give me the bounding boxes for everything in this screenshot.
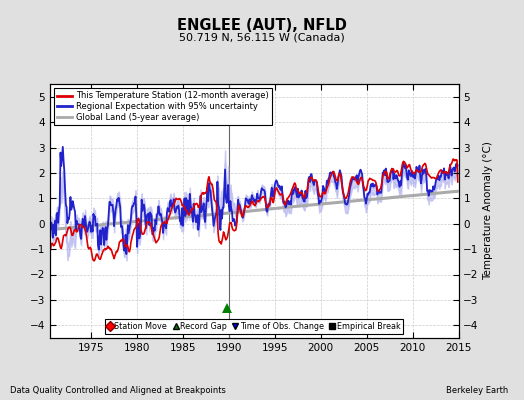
Legend: Station Move, Record Gap, Time of Obs. Change, Empirical Break: Station Move, Record Gap, Time of Obs. C…: [105, 319, 403, 334]
Text: Berkeley Earth: Berkeley Earth: [446, 386, 508, 395]
Y-axis label: Temperature Anomaly (°C): Temperature Anomaly (°C): [483, 142, 493, 280]
Text: ENGLEE (AUT), NFLD: ENGLEE (AUT), NFLD: [177, 18, 347, 33]
Text: Data Quality Controlled and Aligned at Breakpoints: Data Quality Controlled and Aligned at B…: [10, 386, 226, 395]
Text: 50.719 N, 56.115 W (Canada): 50.719 N, 56.115 W (Canada): [179, 32, 345, 42]
